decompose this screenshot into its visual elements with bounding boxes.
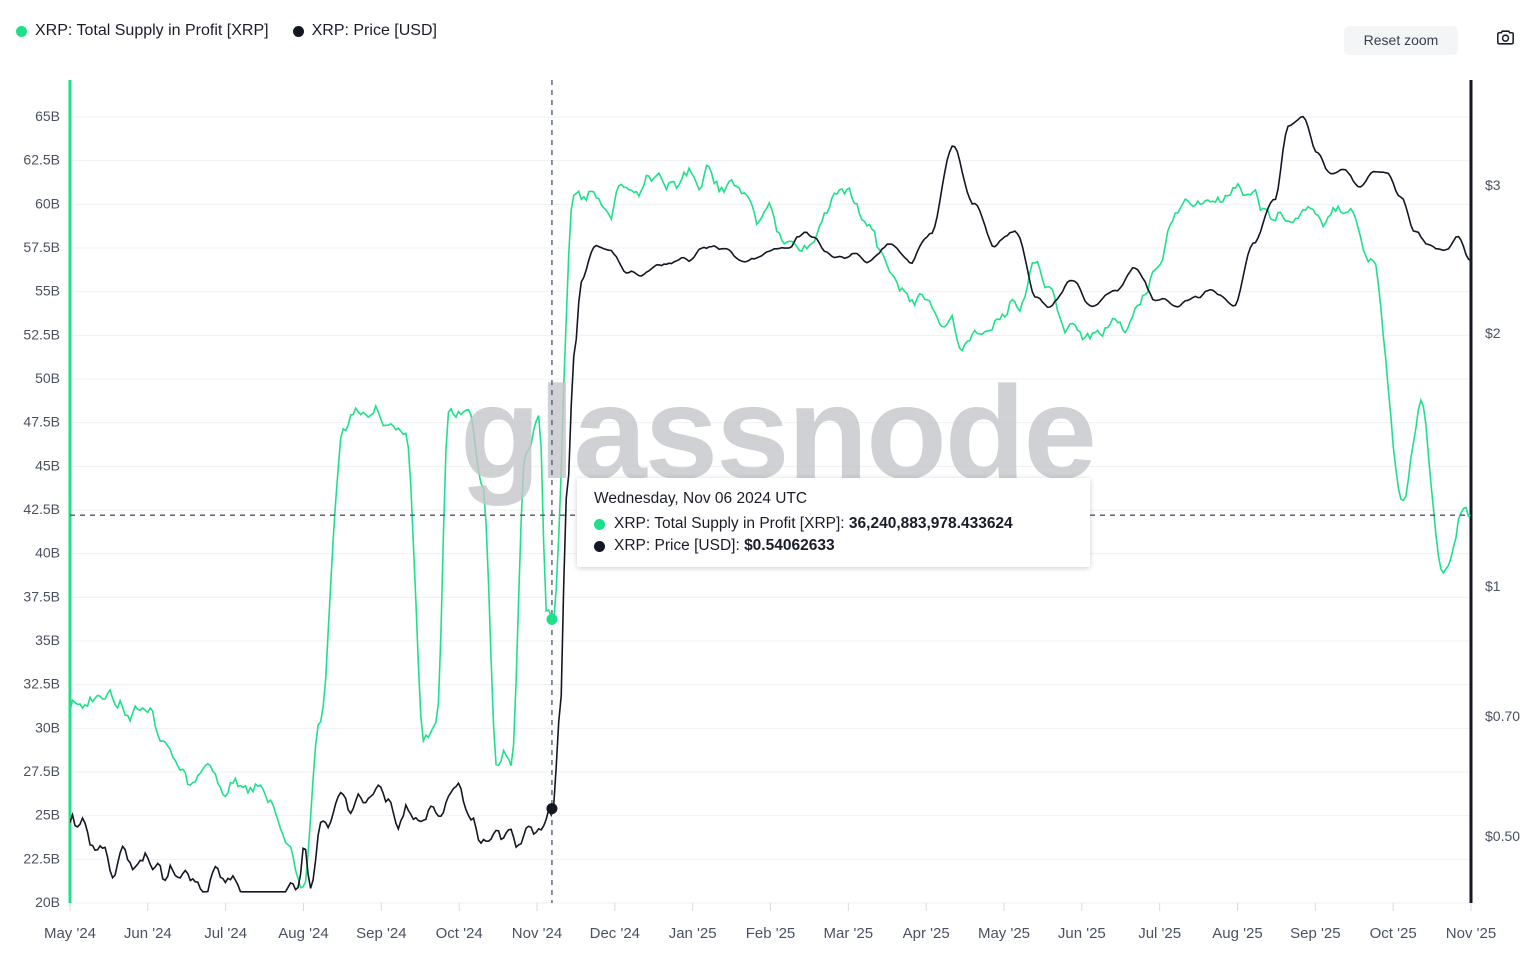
svg-text:Jun '24: Jun '24	[124, 925, 172, 942]
svg-text:$2: $2	[1485, 325, 1501, 341]
svg-text:Feb '25: Feb '25	[746, 925, 796, 942]
svg-text:65B: 65B	[35, 108, 60, 124]
svg-text:42.5B: 42.5B	[23, 501, 60, 517]
svg-text:Apr '25: Apr '25	[903, 925, 950, 942]
svg-text:Oct '24: Oct '24	[436, 925, 483, 942]
svg-text:45B: 45B	[35, 457, 60, 473]
svg-text:52.5B: 52.5B	[23, 326, 60, 342]
svg-text:55B: 55B	[35, 283, 60, 299]
svg-text:50B: 50B	[35, 370, 60, 386]
svg-text:37.5B: 37.5B	[23, 588, 60, 604]
svg-text:Aug '25: Aug '25	[1212, 925, 1262, 942]
svg-text:Jan '25: Jan '25	[669, 925, 717, 942]
svg-text:Dec '24: Dec '24	[590, 925, 640, 942]
svg-text:Jul '25: Jul '25	[1138, 925, 1181, 942]
svg-text:Aug '24: Aug '24	[278, 925, 328, 942]
svg-text:22.5B: 22.5B	[23, 850, 60, 866]
svg-text:$1: $1	[1485, 578, 1501, 594]
svg-text:Sep '24: Sep '24	[356, 925, 406, 942]
svg-text:47.5B: 47.5B	[23, 414, 60, 430]
svg-text:$0.70: $0.70	[1485, 708, 1520, 724]
svg-text:60B: 60B	[35, 195, 60, 211]
svg-text:May '25: May '25	[978, 925, 1030, 942]
svg-text:30B: 30B	[35, 719, 60, 735]
svg-text:Jun '25: Jun '25	[1058, 925, 1106, 942]
svg-text:Oct '25: Oct '25	[1370, 925, 1417, 942]
svg-text:40B: 40B	[35, 545, 60, 561]
svg-text:Nov '24: Nov '24	[512, 925, 562, 942]
svg-text:32.5B: 32.5B	[23, 676, 60, 692]
svg-text:$0.50: $0.50	[1485, 828, 1520, 844]
svg-text:Sep '25: Sep '25	[1290, 925, 1340, 942]
svg-text:25B: 25B	[35, 807, 60, 823]
svg-text:27.5B: 27.5B	[23, 763, 60, 779]
svg-text:35B: 35B	[35, 632, 60, 648]
svg-text:62.5B: 62.5B	[23, 152, 60, 168]
svg-text:Nov '25: Nov '25	[1446, 925, 1496, 942]
svg-text:57.5B: 57.5B	[23, 239, 60, 255]
svg-text:Jul '24: Jul '24	[204, 925, 247, 942]
svg-text:20B: 20B	[35, 894, 60, 910]
svg-text:May '24: May '24	[44, 925, 96, 942]
svg-text:Mar '25: Mar '25	[824, 925, 874, 942]
svg-text:$3: $3	[1485, 177, 1501, 193]
